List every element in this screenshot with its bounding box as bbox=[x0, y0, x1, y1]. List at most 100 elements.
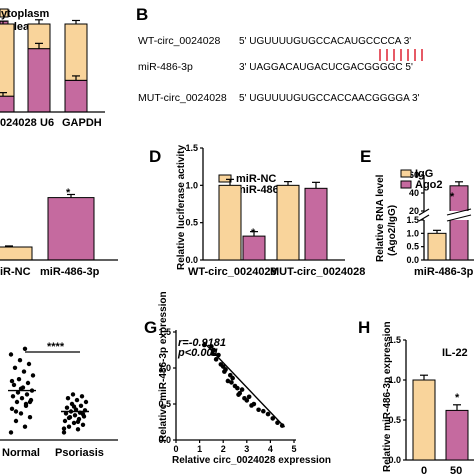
panel-f-point-0-25 bbox=[13, 409, 19, 414]
panel-d-letter: D bbox=[149, 147, 161, 166]
panel-e-y-tick-label-6: 60 bbox=[409, 170, 419, 180]
panel-g-xlabel: Relative circ_0024028 expression bbox=[172, 455, 331, 466]
panel-g-x-tick-label-4: 4 bbox=[268, 444, 273, 454]
panel-g-p: p<0.001 bbox=[177, 347, 219, 359]
legend-swatch-ago2 bbox=[400, 180, 412, 189]
panel-d-y-tick-label-1: 0.5 bbox=[185, 218, 198, 228]
panel-d-xlabel-0: WT-circ_0024028 bbox=[188, 266, 277, 278]
panel-e-y-tick-label-3: 1.5 bbox=[406, 215, 419, 225]
panel-f-point-1-24 bbox=[75, 419, 81, 424]
panel-h-bars bbox=[412, 374, 469, 461]
panel-f-point-1-23 bbox=[61, 426, 67, 431]
panel-g-y-ticks: 0.0 0.5 1.0 1.5 bbox=[158, 327, 176, 445]
panel-h-ylabel: Relative miR-486-3p expression bbox=[382, 321, 393, 472]
legend-label-igg: IgG bbox=[415, 168, 433, 180]
panel-g-point-25 bbox=[222, 369, 227, 374]
panel-d-bar-0-0 bbox=[218, 184, 242, 261]
panel-f-point-1-3 bbox=[80, 422, 86, 427]
panel-g-point-29 bbox=[229, 380, 234, 385]
panel-d-y-tick-label-0: 0.0 bbox=[185, 255, 198, 265]
panel-h-y-ticks: 0.0 0.5 1.0 1.5 bbox=[388, 335, 406, 465]
panel-g-y-tick-label-0: 0.0 bbox=[158, 435, 171, 445]
panel-g-point-2 bbox=[211, 347, 217, 353]
panel-e-sig: * bbox=[450, 191, 455, 203]
panel-g-point-14 bbox=[239, 387, 245, 392]
seq-name-wt: WT-circ_0024028 bbox=[138, 35, 220, 47]
base-pair-lines bbox=[379, 49, 423, 61]
panel-a-xlabel-2: GAPDH bbox=[62, 117, 102, 129]
panel-g-y-tick-label-3: 1.5 bbox=[158, 327, 171, 337]
panel-a-bar-cytoplasm-0 bbox=[0, 23, 15, 97]
panel-f-point-0-4 bbox=[18, 411, 24, 416]
panel-a-bar-nuclear-0 bbox=[0, 95, 15, 113]
panel-h-letter: H bbox=[358, 318, 370, 337]
panel-f-xlabel-1: Psoriasis bbox=[55, 447, 104, 459]
panel-f-point-0-27 bbox=[18, 386, 24, 391]
panel-d-bar-1-1 bbox=[304, 187, 328, 261]
panel-g-point-1 bbox=[209, 344, 214, 349]
panel-h-xlabel-0: 0 bbox=[421, 465, 427, 474]
panel-h-title: IL-22 bbox=[442, 347, 468, 359]
panel-c-xlabel-0: iR-NC bbox=[0, 266, 31, 278]
panel-e-y-ticks: 0.0 0.5 1.0 1.520 40 60 bbox=[406, 170, 424, 265]
panel-g-point-17 bbox=[246, 394, 252, 400]
panel-a-bar-nuclear-1 bbox=[27, 48, 51, 113]
panel-d-bar-0-1 bbox=[276, 184, 300, 261]
panel-f-point-0-5 bbox=[9, 406, 15, 412]
panel-f-point-0-0 bbox=[8, 430, 14, 435]
panel-f-point-0-21 bbox=[26, 361, 32, 367]
panel-f-xlabel-0: Normal bbox=[2, 447, 40, 459]
panel-c-bar-1 bbox=[47, 197, 95, 261]
panel-f-point-1-4 bbox=[71, 420, 77, 426]
panel-f-point-0-17 bbox=[16, 377, 22, 382]
panel-g-point-20 bbox=[261, 408, 266, 414]
seq-name-mir: miR-486-3p bbox=[138, 61, 193, 73]
panel-d-y-tick-label-2: 1.0 bbox=[185, 180, 198, 190]
panel-h-y-tick-label-1: 0.5 bbox=[388, 415, 401, 425]
panel-g-letter: G bbox=[144, 318, 157, 337]
panel-f-point-0-28 bbox=[9, 378, 15, 384]
panel-h-sig: * bbox=[455, 392, 460, 404]
panel-g-x-tick-label-5: 5 bbox=[291, 444, 296, 454]
panel-a-xlabel-0: 024028 bbox=[0, 117, 37, 129]
panel-f-point-1-10 bbox=[63, 411, 69, 416]
panel-f-point-0-23 bbox=[8, 352, 14, 357]
panel-g-point-12 bbox=[235, 385, 240, 391]
panel-f-point-0-7 bbox=[14, 399, 20, 405]
panel-b: B WT-circ_0024028 5' UGUUUUGUGCCACAUGCCC… bbox=[136, 5, 423, 104]
panel-a-bars bbox=[0, 19, 88, 113]
panel-f-point-1-22 bbox=[70, 392, 76, 397]
panel-e-letter: E bbox=[360, 147, 371, 166]
panel-c-xlabel-1: miR-486-3p bbox=[40, 266, 100, 278]
panel-f: **** Normal Psoriasis bbox=[0, 341, 118, 459]
panel-e-break-mark-1 bbox=[418, 208, 430, 216]
panel-a-xlabel-1: U6 bbox=[40, 117, 54, 129]
panel-f-point-0-24 bbox=[22, 346, 28, 351]
panel-e: E Relative RNA level (Ago2/IgG) 0.0 0.5 1.… bbox=[360, 147, 474, 278]
panel-f-point-1-0 bbox=[61, 430, 67, 435]
legend-swatch-mir-nc bbox=[218, 174, 232, 183]
panel-f-point-0-20 bbox=[12, 365, 18, 370]
panel-g-point-8 bbox=[225, 378, 231, 384]
panel-a-bar-nuclear-2 bbox=[64, 79, 88, 113]
panel-d-sig: * bbox=[251, 227, 256, 239]
legend-label-cytoplasm: ytoplasm bbox=[1, 8, 50, 20]
panel-f-point-0-1 bbox=[22, 424, 28, 429]
panel-b-letter: B bbox=[136, 5, 148, 24]
panel-f-point-1-27 bbox=[71, 404, 77, 409]
panel-f-point-0-18 bbox=[30, 373, 36, 378]
panel-d-bar-1-0 bbox=[242, 235, 266, 261]
panel-f-point-1-2 bbox=[66, 424, 72, 429]
panel-e-y-tick-label-2: 1.0 bbox=[406, 228, 419, 238]
panel-c: iR-NC miR-486-3p * bbox=[0, 187, 118, 278]
panel-c-bars bbox=[0, 193, 95, 261]
panel-f-point-1-9 bbox=[72, 413, 78, 418]
panel-g-ylabel: Relative miR-486-3p expression bbox=[158, 291, 169, 442]
panel-f-point-0-19 bbox=[21, 369, 27, 374]
panel-f-point-0-16 bbox=[25, 380, 31, 386]
panel-d-bars bbox=[218, 178, 328, 261]
panel-f-sig: **** bbox=[47, 341, 65, 353]
panel-g-point-26 bbox=[236, 392, 241, 397]
panel-c-bar-0 bbox=[0, 246, 33, 261]
